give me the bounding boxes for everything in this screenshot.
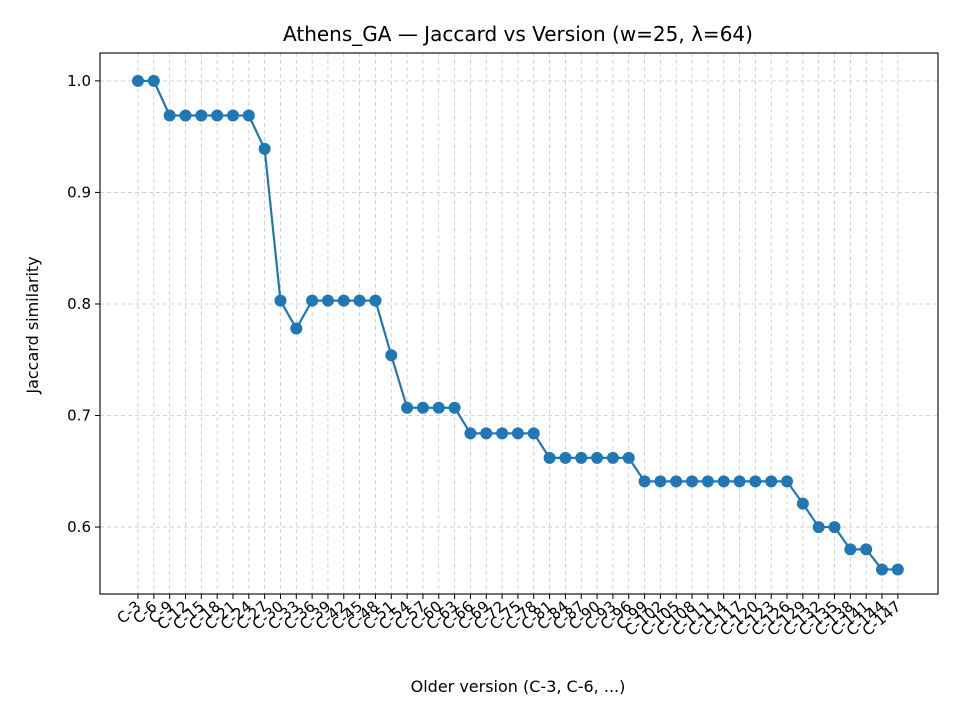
data-point	[353, 294, 366, 307]
y-tick-label: 1.0	[67, 72, 91, 90]
data-point	[812, 521, 825, 534]
data-point	[242, 109, 255, 122]
data-point	[369, 294, 382, 307]
data-point	[701, 475, 714, 488]
y-axis-title: Jaccard similarity	[23, 256, 42, 394]
chart-title: Athens_GA — Jaccard vs Version (w=25, λ=…	[283, 22, 753, 46]
data-point	[891, 563, 904, 576]
y-tick-label: 0.7	[67, 407, 91, 425]
data-point	[258, 142, 271, 155]
data-point	[464, 427, 477, 440]
data-point	[432, 401, 445, 414]
grid-lines	[100, 53, 938, 594]
data-point	[686, 475, 699, 488]
data-point	[717, 475, 730, 488]
data-point	[733, 475, 746, 488]
y-tick-label: 0.9	[67, 183, 91, 201]
plot-frame	[99, 52, 939, 595]
data-point	[163, 109, 176, 122]
axes: 0.60.70.80.91.0C-3C-6C-9C-12C-15C-18C-21…	[67, 52, 939, 640]
data-point	[480, 427, 493, 440]
data-point	[401, 401, 414, 414]
x-axis-title: Older version (C-3, C-6, ...)	[411, 677, 626, 696]
data-point	[385, 349, 398, 362]
data-point	[622, 451, 635, 464]
data-point	[575, 451, 588, 464]
y-tick-label: 0.8	[67, 295, 91, 313]
data-point	[796, 497, 809, 510]
data-point	[211, 109, 224, 122]
data-point	[274, 294, 287, 307]
data-point	[527, 427, 540, 440]
data-point	[781, 475, 794, 488]
data-point	[321, 294, 334, 307]
data-point	[654, 475, 667, 488]
data-point	[749, 475, 762, 488]
data-point	[306, 294, 319, 307]
data-point	[416, 401, 429, 414]
data-point	[765, 475, 778, 488]
data-point	[559, 451, 572, 464]
data-point	[876, 563, 889, 576]
data-point	[606, 451, 619, 464]
data-point	[670, 475, 683, 488]
data-point	[290, 322, 303, 335]
data-point	[226, 109, 239, 122]
data-point	[132, 74, 144, 87]
data-point	[543, 451, 556, 464]
data-point	[147, 74, 160, 87]
data-point	[511, 427, 524, 440]
data-point	[496, 427, 509, 440]
data-point	[638, 475, 651, 488]
data-point	[337, 294, 350, 307]
data-point	[179, 109, 192, 122]
data-point	[844, 543, 857, 556]
data-point	[860, 543, 873, 556]
series-layer	[132, 74, 904, 576]
data-point	[448, 401, 461, 414]
data-point	[828, 521, 841, 534]
data-point	[591, 451, 604, 464]
data-point	[195, 109, 208, 122]
y-tick-label: 0.6	[67, 518, 91, 536]
